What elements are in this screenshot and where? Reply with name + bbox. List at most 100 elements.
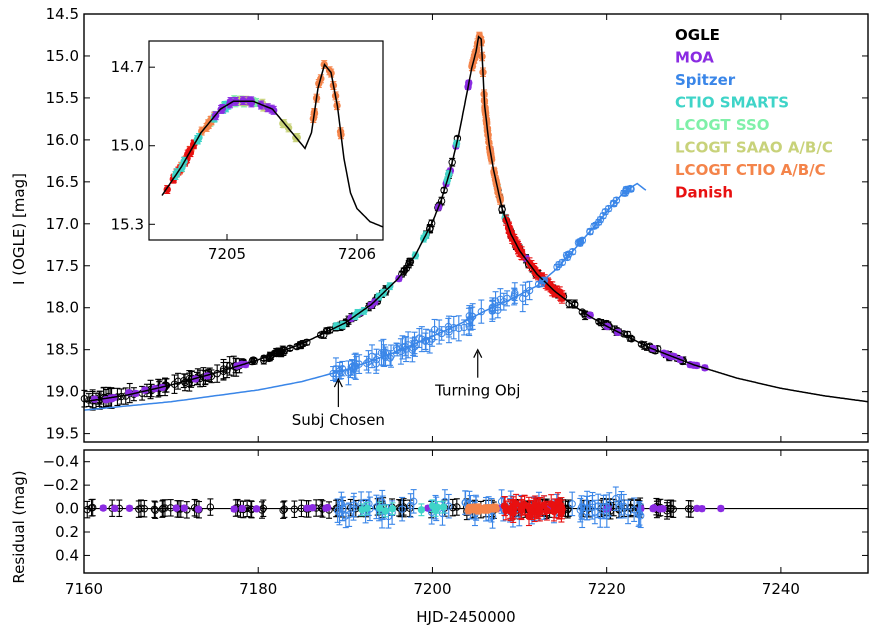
main-y-tick-label: 17.0 — [46, 215, 79, 233]
spitzer-residual — [568, 491, 576, 517]
danish-residual — [509, 503, 517, 523]
moa-residual — [649, 504, 657, 513]
ctio-smarts-residual — [417, 503, 426, 517]
residual-y-tick-label: 0.0 — [55, 500, 79, 518]
inset-panel: 7205 7206 14.7 15.0 15.3 — [111, 40, 384, 263]
ground-model-curve — [83, 35, 869, 403]
spitzer-residual — [630, 497, 638, 522]
residual-y-tick-label: 0.4 — [55, 546, 79, 564]
legend-entry: MOA — [675, 49, 714, 67]
ogle-point — [280, 346, 289, 355]
moa-residual — [180, 504, 188, 512]
residual-x-tick-label: 7200 — [413, 580, 451, 598]
ogle-residual — [206, 498, 215, 516]
residual-y-ticks: −0.4 −0.2 0.0 0.2 0.4 — [43, 453, 868, 564]
spitzer-residual — [616, 494, 624, 519]
inset-y-tick-label: 15.3 — [111, 215, 144, 233]
legend: OGLE MOA Spitzer CTIO SMARTS LCOGT SSO LCOGT … — [675, 26, 833, 202]
spitzer-residual — [603, 503, 611, 528]
main-panel: 14.5 15.0 15.5 16.0 16.5 17.0 17.5 18.0 18.5 19.0… — [46, 5, 869, 443]
lcogt-ctio-residual — [486, 504, 494, 513]
residual-y-tick-label: −0.4 — [43, 453, 79, 471]
residual-y-tick-label: −0.2 — [43, 476, 79, 494]
inset-y-tick-label: 15.0 — [111, 137, 144, 155]
moa-point — [141, 386, 149, 394]
inset-x-tick-label: 7206 — [338, 245, 376, 263]
main-y-tick-label: 18.5 — [46, 341, 79, 359]
ctio-smarts-residual — [375, 501, 384, 515]
spitzer-point — [601, 208, 610, 216]
ogle-point — [181, 373, 189, 392]
ctio-smarts-residual — [388, 502, 397, 516]
legend-entry: LCOGT SSO — [675, 116, 770, 134]
spitzer-point — [511, 282, 519, 304]
spitzer-residual — [634, 502, 643, 527]
spitzer-residual — [577, 495, 586, 520]
main-y-tick-label: 19.0 — [46, 383, 79, 401]
ogle-residual — [150, 500, 159, 519]
spitzer-point — [430, 318, 439, 341]
ogle-residual — [159, 499, 167, 517]
spitzer-residual — [635, 501, 644, 526]
moa-residual — [322, 504, 330, 512]
inset-y-tick-label: 14.7 — [111, 58, 144, 76]
residual-data-points — [83, 486, 725, 529]
inset-moa-point — [247, 98, 256, 108]
main-y-tick-label: 19.5 — [46, 425, 79, 443]
moa-residual — [111, 504, 119, 513]
ogle-residual — [453, 498, 461, 516]
spitzer-residual — [409, 489, 418, 514]
legend-entry: Danish — [675, 184, 733, 202]
spitzer-point — [519, 284, 527, 313]
spitzer-point — [372, 353, 380, 374]
spitzer-point — [338, 360, 347, 377]
residual-panel: 7160 7180 7200 7220 7240 −0.4 −0.2 0.0 0.2 0.4 — [43, 449, 869, 598]
moa-residual — [303, 504, 311, 512]
legend-entry: Spitzer — [675, 71, 736, 89]
inset-model-curve — [161, 63, 384, 228]
main-y-tick-label: 14.5 — [46, 5, 79, 23]
main-y-tick-label: 16.0 — [46, 131, 79, 149]
annotation-arrowhead — [473, 348, 483, 358]
main-y-tick-label: 16.5 — [46, 173, 79, 191]
moa-residual — [99, 504, 107, 512]
spitzer-residual — [333, 498, 342, 523]
main-y-ticks: 14.5 15.0 15.5 16.0 16.5 17.0 17.5 18.0 18.5 19.0… — [46, 5, 868, 443]
lcogt-ctio-residual — [482, 505, 490, 514]
inset-background — [149, 41, 383, 240]
moa-residual — [656, 505, 664, 513]
legend-entry: LCOGT CTIO A/B/C — [675, 161, 826, 179]
spitzer-point — [368, 344, 376, 369]
inset-y-ticks: 14.7 15.0 15.3 — [111, 58, 155, 233]
danish-residual — [543, 500, 551, 521]
spitzer-point — [465, 316, 473, 337]
ogle-residual — [279, 501, 287, 519]
annotation-arrowhead — [333, 377, 343, 388]
ogle-residual — [88, 498, 97, 517]
spitzer-residual — [620, 493, 628, 519]
residual-x-tick-label: 7220 — [588, 580, 626, 598]
ogle-residual — [669, 500, 677, 518]
moa-residual — [172, 504, 180, 512]
ogle-residual — [115, 499, 124, 518]
ogle-residual — [137, 499, 145, 517]
residual-x-tick-label: 7240 — [762, 580, 800, 598]
legend-entry: CTIO SMARTS — [675, 94, 789, 112]
residual-x-ticks: 7160 7180 7200 7220 7240 — [65, 450, 800, 598]
residual-plot-frame — [83, 449, 869, 574]
main-y-tick-label: 15.0 — [46, 47, 79, 65]
inset-plot-frame — [148, 40, 384, 241]
spitzer-residual — [594, 493, 602, 519]
spitzer-model-curve — [83, 182, 647, 411]
main-y-tick-label: 18.0 — [46, 299, 79, 317]
legend-entry: LCOGT SAAO A/B/C — [675, 139, 833, 157]
lcogt-ctio-residual — [471, 503, 480, 512]
ogle-residual — [290, 500, 299, 519]
residual-y-tick-label: 0.2 — [55, 523, 79, 541]
residual-y-axis-label: Residual (mag) — [10, 470, 28, 583]
moa-residual — [125, 504, 134, 512]
spitzer-point — [437, 326, 446, 341]
spitzer-residual — [342, 503, 350, 529]
main-y-tick-label: 17.5 — [46, 257, 79, 275]
